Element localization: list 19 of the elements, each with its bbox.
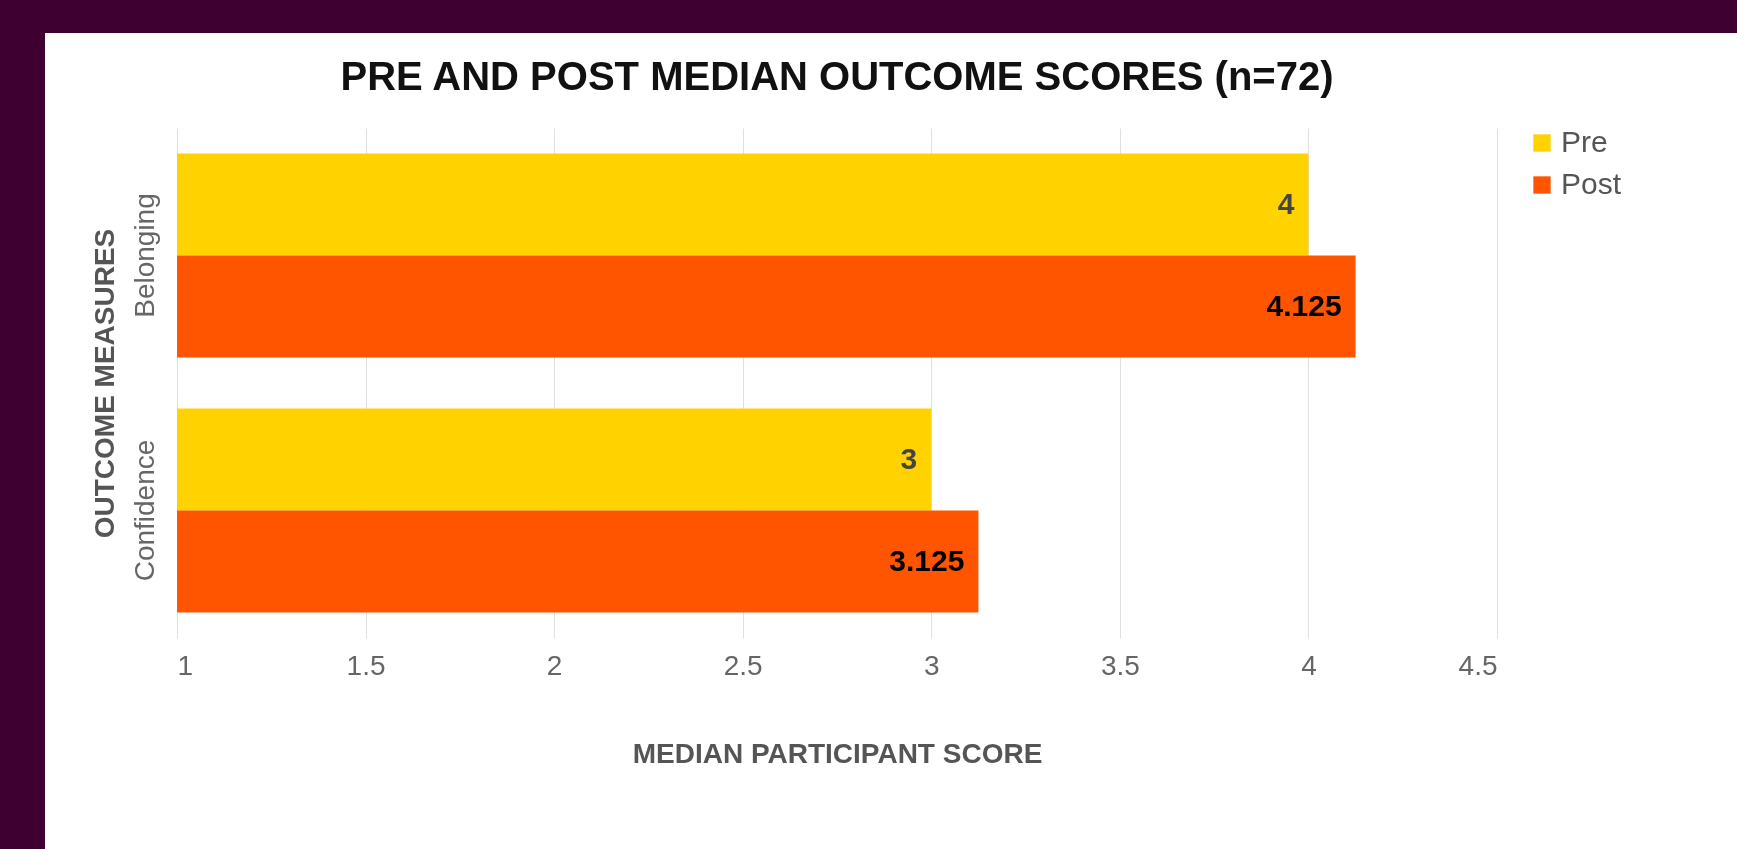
- x-tick-label: 3.5: [1100, 649, 1140, 681]
- x-tick-label: 2.5: [723, 649, 763, 681]
- y-tick-label: Confidence: [128, 439, 160, 582]
- x-tick-label: 1: [177, 649, 194, 681]
- x-tick-label: 4.5: [1458, 649, 1498, 681]
- x-tick-label: 3: [924, 649, 940, 681]
- data-label: 4.125: [1266, 288, 1342, 322]
- x-tick-label: 2: [546, 649, 563, 681]
- legend-label: Post: [1561, 167, 1622, 200]
- x-axis-title: MEDIAN PARTICIPANT SCORE: [632, 737, 1043, 769]
- data-label: 3.125: [889, 543, 965, 577]
- data-label: 4: [1277, 186, 1295, 220]
- chart-title: PRE AND POST MEDIAN OUTCOME SCORES (n=72): [340, 54, 1334, 98]
- y-axis-title: OUTCOME MEASURES: [88, 228, 120, 539]
- x-tick-label: 1.5: [346, 649, 386, 681]
- legend-label: Pre: [1561, 125, 1608, 158]
- data-label: 3: [900, 441, 918, 475]
- x-tick-label: 4: [1301, 649, 1317, 681]
- y-tick-label: Belonging: [128, 193, 160, 318]
